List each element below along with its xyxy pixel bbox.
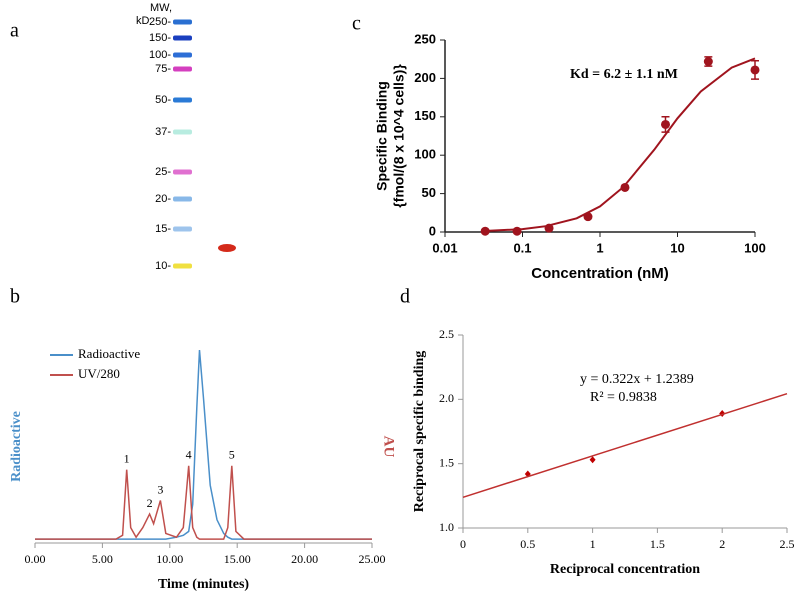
y-axis-label: Reciprocal specific binding [412, 351, 427, 513]
marker-band [173, 19, 192, 25]
y2-axis-label: AU [381, 436, 397, 458]
peak-label: 2 [147, 496, 153, 510]
marker-label: 37- [155, 126, 171, 138]
y-tick-label: 150 [414, 108, 436, 123]
y-tick-label: 1.0 [439, 520, 454, 534]
x-tick-label: 2 [719, 537, 725, 551]
x-tick-label: 1 [596, 240, 603, 255]
series-line [481, 57, 756, 233]
point [620, 182, 630, 192]
y-tick-label: 2.0 [439, 391, 454, 405]
y-axis-label: Radioactive [9, 411, 24, 482]
marker-band [173, 129, 192, 135]
x-tick-label: 10 [670, 240, 684, 255]
x-tick-label: 15.00 [224, 552, 251, 566]
x-axis-label: Reciprocal concentration [550, 562, 700, 577]
point [750, 65, 760, 75]
y-tick-label: 2.5 [439, 327, 454, 341]
point [703, 57, 713, 67]
y-tick-label: 100 [414, 147, 436, 162]
peak-label: 1 [124, 451, 130, 465]
y-axis-label: Specific Binding [374, 81, 390, 191]
series-line [35, 465, 372, 540]
marker-label: 75- [155, 63, 171, 75]
marker-band [173, 35, 192, 41]
peak-label: 5 [229, 448, 235, 462]
sample-band [218, 244, 236, 252]
y-tick-label: 200 [414, 70, 436, 85]
marker-band [173, 226, 192, 232]
x-tick-label: 25.00 [359, 552, 386, 566]
legend-label: Radioactive [78, 346, 140, 361]
x-axis-label: Time (minutes) [158, 577, 249, 592]
marker-label: 25- [155, 166, 171, 178]
marker-band [173, 263, 192, 269]
x-axis-label: Concentration (nM) [531, 265, 668, 282]
annotation: R² = 0.9838 [590, 390, 657, 405]
x-tick-label: 0.00 [25, 552, 46, 566]
y-tick-label: 0 [429, 223, 436, 238]
x-tick-label: 2.5 [780, 537, 795, 551]
point [512, 226, 522, 236]
panel-label: b [10, 286, 20, 308]
x-tick-label: 20.00 [291, 552, 318, 566]
annotation: Kd = 6.2 ± 1.1 nM [570, 67, 678, 82]
x-tick-label: 10.00 [156, 552, 183, 566]
peak-label: 4 [186, 448, 192, 462]
y-tick-label: 50 [422, 185, 436, 200]
gel-header: kD [136, 15, 150, 27]
series-line [35, 349, 372, 540]
point [589, 456, 596, 464]
x-tick-label: 0.5 [520, 537, 535, 551]
x-tick-label: 0.1 [513, 240, 531, 255]
marker-band [173, 52, 192, 58]
x-tick-label: 1 [590, 537, 596, 551]
marker-label: 20- [155, 193, 171, 205]
y-tick-label: 250 [414, 31, 436, 46]
marker-label: 10- [155, 260, 171, 272]
marker-label: 15- [155, 223, 171, 235]
marker-label: 50- [155, 94, 171, 106]
peak-label: 3 [157, 482, 163, 496]
x-tick-label: 100 [744, 240, 766, 255]
marker-label: 250- [149, 16, 171, 28]
x-tick-label: 1.5 [650, 537, 665, 551]
y-axis-label: {fmol/(8 x 10^4 cells)} [391, 64, 407, 208]
annotation: y = 0.322x + 1.2389 [580, 372, 694, 387]
legend-label: UV/280 [78, 366, 120, 381]
gel-header: MW, [150, 2, 172, 14]
panel-label: a [10, 20, 19, 42]
point [660, 119, 670, 129]
series-line [462, 392, 788, 499]
marker-band [173, 169, 192, 175]
marker-band [173, 97, 192, 103]
marker-label: 150- [149, 32, 171, 44]
marker-band [173, 66, 192, 72]
x-tick-label: 5.00 [92, 552, 113, 566]
y-tick-label: 1.5 [439, 455, 454, 469]
panel-label: c [352, 13, 361, 35]
panel-label: d [400, 286, 410, 308]
x-tick-label: 0 [460, 537, 466, 551]
x-tick-label: 0.01 [432, 240, 457, 255]
marker-label: 100- [149, 49, 171, 61]
marker-band [173, 196, 192, 202]
